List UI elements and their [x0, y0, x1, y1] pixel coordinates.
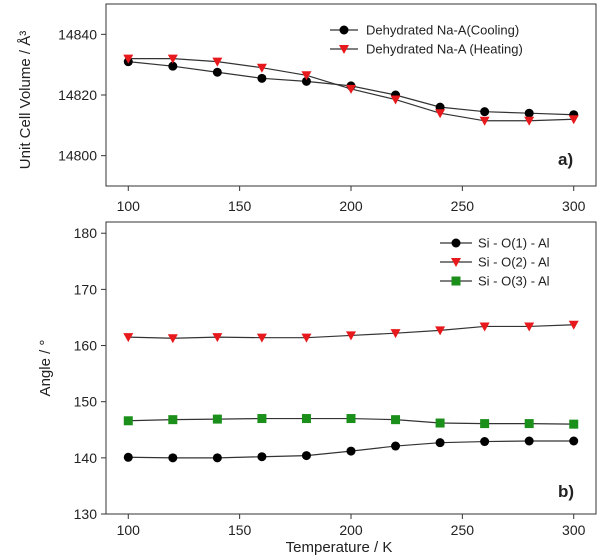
y-tick-label: 140: [74, 450, 98, 466]
data-point: [301, 76, 311, 86]
panel-b-x-ticks: 100 150 200 250 300: [117, 514, 586, 538]
data-point: [256, 333, 267, 343]
panel-b-y-axis-title: Angle / °: [37, 340, 54, 397]
legend-label: Si - O(3) - Al: [478, 274, 550, 289]
data-point: [212, 57, 223, 67]
panel-b-series: [123, 320, 579, 463]
data-point: [346, 84, 356, 94]
data-point: [568, 115, 579, 125]
panel-a: 14800 14820 14840 100 150 200 250 300 Unit Cel…: [17, 3, 597, 214]
data-point: [301, 333, 312, 343]
panel-a-series: [123, 54, 579, 126]
data-point: [390, 329, 401, 339]
data-point: [524, 116, 535, 126]
data-point: [257, 414, 267, 424]
data-point: [391, 415, 401, 425]
x-tick-label: 100: [117, 198, 141, 214]
data-point: [524, 322, 535, 332]
data-point: [524, 419, 534, 429]
panel-b-y-ticks: 130 140 150 160 170 180: [74, 225, 106, 522]
data-point: [123, 452, 133, 462]
x-tick-label: 300: [562, 522, 586, 538]
data-point: [212, 453, 222, 463]
y-tick-label: 150: [74, 394, 98, 410]
data-point: [524, 436, 534, 446]
legend-marker: [339, 45, 349, 54]
data-point: [123, 416, 133, 426]
data-point: [123, 333, 134, 343]
y-tick-label: 160: [74, 338, 98, 354]
y-tick-label: 14840: [58, 26, 97, 42]
data-point: [480, 107, 490, 117]
data-point: [524, 108, 534, 118]
data-point: [301, 71, 312, 81]
data-point: [168, 453, 178, 463]
data-point: [435, 326, 446, 336]
legend-label: Si - O(2) - Al: [478, 255, 550, 270]
data-point: [212, 67, 222, 77]
panel-b-legend: Si - O(1) - Al Si - O(2) - Al Si - O(3) - …: [440, 236, 550, 289]
data-point: [435, 418, 445, 428]
panel-a-y-ticks: 14800 14820 14840: [58, 26, 106, 164]
x-tick-label: 250: [451, 198, 475, 214]
x-tick-label: 150: [228, 522, 252, 538]
panel-b: 130 140 150 160 170 180 100 150 200 250 300 Angle…: [37, 221, 597, 556]
legend-marker: [451, 238, 461, 248]
x-tick-label: 250: [451, 522, 475, 538]
panel-a-frame: [105, 3, 597, 187]
legend-marker: [451, 258, 461, 267]
y-tick-label: 14820: [58, 87, 97, 103]
data-point: [257, 73, 267, 83]
data-point: [301, 414, 311, 424]
legend-label: Dehydrated Na-A(Cooling): [366, 23, 519, 38]
legend-label: Dehydrated Na-A (Heating): [366, 42, 523, 57]
y-tick-label: 170: [74, 281, 98, 297]
y-tick-label: 130: [74, 506, 98, 522]
data-point: [212, 414, 222, 424]
y-tick-label: 180: [74, 225, 98, 241]
data-point: [257, 452, 267, 462]
data-point: [480, 437, 490, 447]
panel-b-x-axis-title: Temperature / K: [286, 539, 393, 556]
x-tick-label: 100: [117, 522, 141, 538]
data-point: [167, 334, 178, 344]
x-tick-label: 300: [562, 198, 586, 214]
data-point: [167, 54, 178, 64]
data-point: [346, 446, 356, 456]
data-point: [390, 95, 401, 105]
data-point: [480, 419, 490, 429]
panel-a-x-ticks: 100 150 200 250 300: [117, 186, 586, 214]
panel-a-y-axis-title: Unit Cell Volume / Å³: [17, 31, 34, 169]
data-point: [435, 109, 446, 119]
data-point: [479, 116, 490, 126]
legend-marker: [451, 276, 461, 286]
data-point: [435, 438, 445, 448]
data-point: [568, 320, 579, 330]
y-tick-label: 14800: [58, 148, 97, 164]
legend-label: Si - O(1) - Al: [478, 236, 550, 251]
x-tick-label: 200: [339, 522, 363, 538]
data-point: [256, 63, 267, 73]
data-point: [569, 436, 579, 446]
data-point: [346, 331, 356, 341]
data-point: [301, 451, 311, 461]
data-point: [123, 54, 134, 64]
panel-a-legend: Dehydrated Na-A(Cooling) Dehydrated Na-A …: [330, 23, 523, 57]
panel-a-label: a): [558, 150, 573, 169]
data-point: [212, 333, 223, 343]
data-point: [346, 414, 356, 424]
data-point: [168, 61, 178, 71]
data-point: [391, 441, 401, 451]
data-point: [569, 419, 579, 429]
data-point: [479, 322, 490, 332]
data-point: [168, 415, 178, 425]
x-tick-label: 200: [339, 198, 363, 214]
panel-b-label: b): [558, 482, 574, 501]
x-tick-label: 150: [228, 198, 252, 214]
legend-marker: [339, 25, 349, 35]
